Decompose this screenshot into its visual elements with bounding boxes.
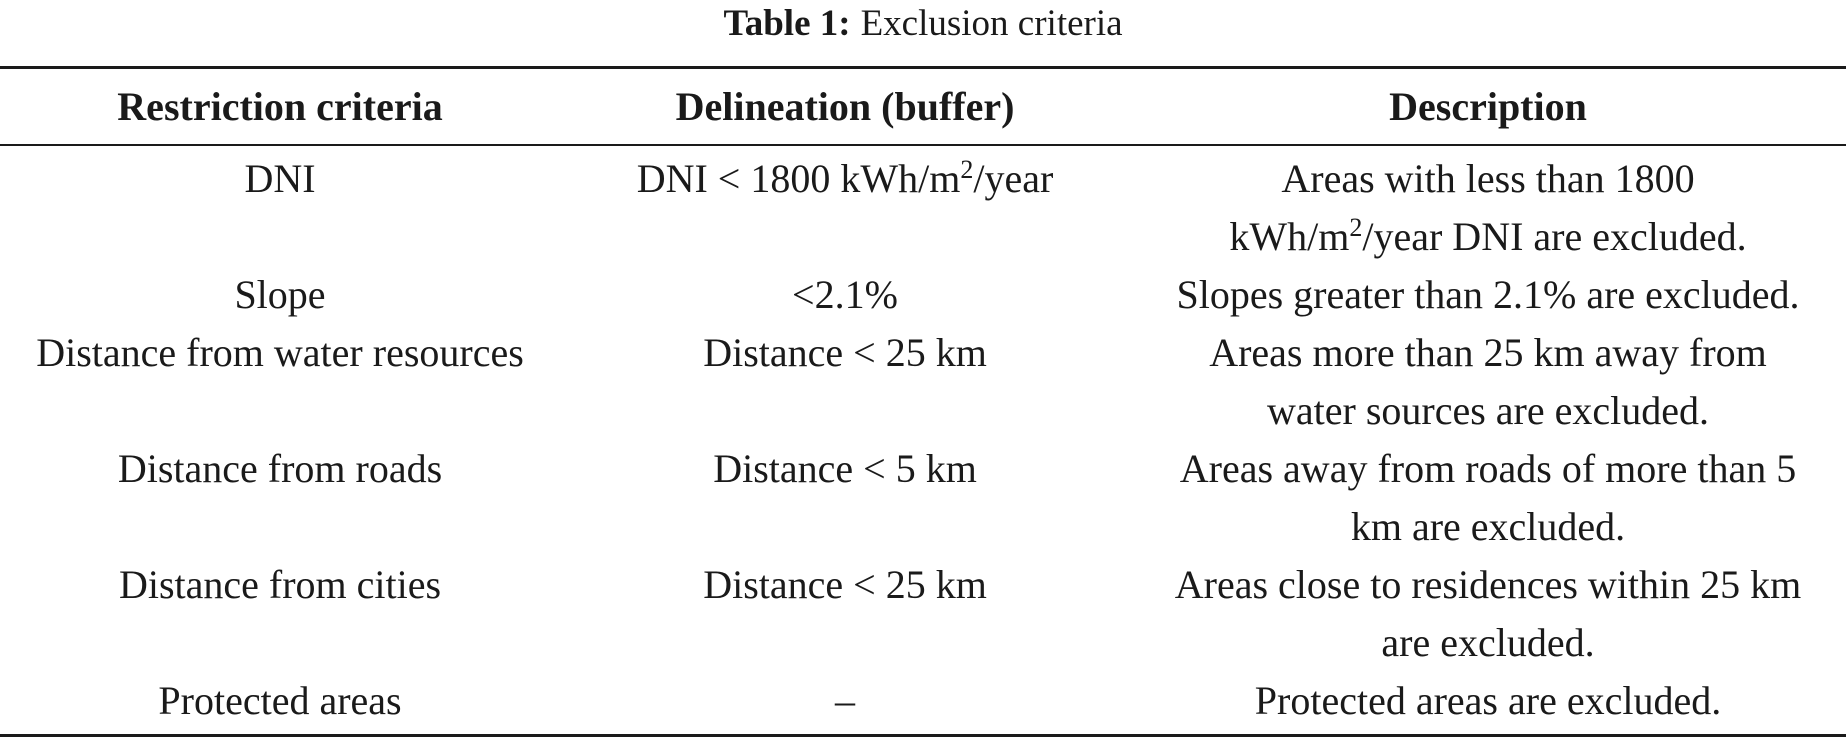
- cell-description: Areas close to residences within 25 km ar…: [1130, 556, 1846, 672]
- description-line: are excluded.: [1381, 620, 1595, 665]
- header-row: Restriction criteria Delineation (buffer…: [0, 67, 1846, 145]
- description-line: kWh/m: [1229, 214, 1350, 259]
- table-row: DNI DNI < 1800 kWh/m2/year Areas with le…: [0, 145, 1846, 266]
- description-line: Areas away from roads of more than 5: [1179, 446, 1797, 491]
- description-line: Areas close to residences within 25 km: [1174, 562, 1802, 607]
- cell-criteria: DNI: [244, 156, 316, 201]
- description-line: /year DNI are excluded.: [1362, 214, 1747, 259]
- cell-description: Areas away from roads of more than 5 km a…: [1130, 440, 1846, 556]
- cell-description: Areas with less than 1800 kWh/m2/year DNI…: [1130, 145, 1846, 266]
- delineation-text: DNI < 1800 kWh/m: [636, 156, 961, 201]
- cell-criteria: Distance from roads: [117, 446, 443, 491]
- cell-delineation: Distance < 25 km: [703, 330, 987, 375]
- cell-delineation: Distance < 25 km: [703, 562, 987, 607]
- table-row: Distance from cities Distance < 25 km Ar…: [0, 556, 1846, 672]
- description-line: Areas with less than 1800: [1281, 156, 1695, 201]
- cell-description: Protected areas are excluded.: [1254, 678, 1722, 723]
- table-row: Slope <2.1% Slopes greater than 2.1% are…: [0, 266, 1846, 324]
- cell-delineation: <2.1%: [792, 272, 898, 317]
- header-restriction-criteria: Restriction criteria: [117, 84, 443, 129]
- superscript: 2: [1349, 213, 1363, 242]
- cell-delineation: –: [835, 678, 855, 723]
- cell-criteria: Protected areas: [158, 678, 402, 723]
- table-row: Protected areas – Protected areas are ex…: [0, 672, 1846, 736]
- exclusion-criteria-table: Restriction criteria Delineation (buffer…: [0, 66, 1846, 737]
- cell-delineation: Distance < 5 km: [713, 446, 977, 491]
- cell-description: Slopes greater than 2.1% are excluded.: [1176, 272, 1800, 317]
- description-line: km are excluded.: [1350, 504, 1626, 549]
- cell-delineation: DNI < 1800 kWh/m2/year: [560, 145, 1130, 266]
- description-line: water sources are excluded.: [1267, 388, 1709, 433]
- table-row: Distance from water resources Distance <…: [0, 324, 1846, 440]
- cell-description: Areas more than 25 km away from water sou…: [1130, 324, 1846, 440]
- description-line: Areas more than 25 km away from: [1209, 330, 1767, 375]
- cell-criteria: Distance from cities: [118, 562, 442, 607]
- cell-criteria: Distance from water resources: [36, 330, 524, 375]
- table-caption: Table 1: Exclusion criteria: [0, 0, 1846, 52]
- superscript: 2: [960, 155, 974, 184]
- header-description: Description: [1389, 84, 1587, 129]
- table-row: Distance from roads Distance < 5 km Area…: [0, 440, 1846, 556]
- delineation-unit: /year: [973, 156, 1054, 201]
- header-delineation: Delineation (buffer): [675, 84, 1015, 129]
- caption-label: Table 1:: [723, 3, 851, 44]
- caption-text: Exclusion criteria: [860, 3, 1123, 44]
- cell-criteria: Slope: [234, 272, 326, 317]
